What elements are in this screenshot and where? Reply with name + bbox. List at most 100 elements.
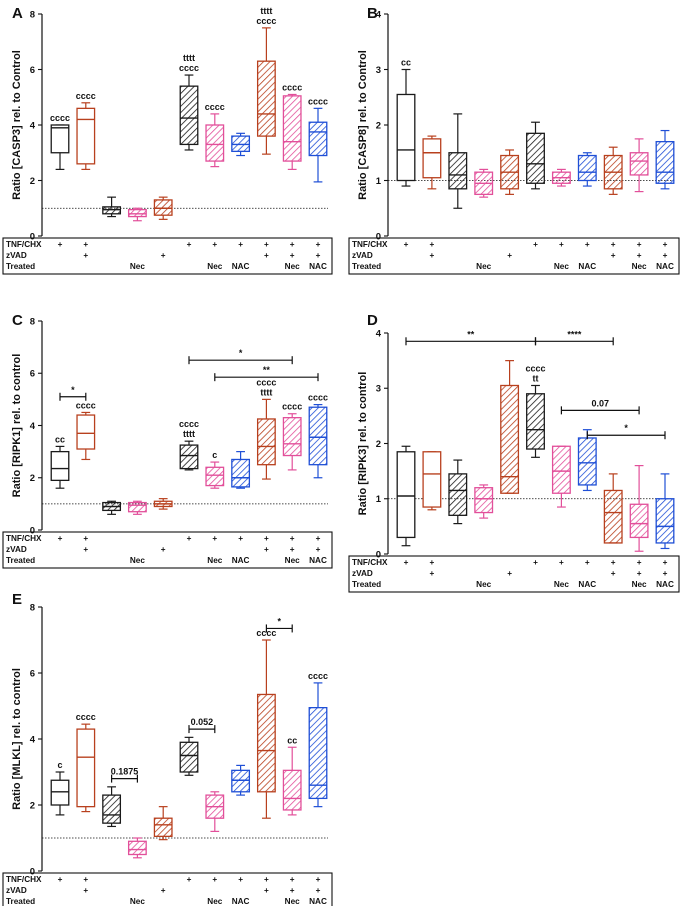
y-tick-label: 0 <box>30 866 35 877</box>
box-iqr <box>76 107 96 165</box>
y-tick-label: 6 <box>30 369 35 380</box>
treatment-row-label: zVAD <box>6 886 27 895</box>
significance-label: cccc <box>282 402 302 412</box>
box-tnf-zvad <box>256 639 276 819</box>
box-tnf <box>179 736 199 776</box>
treatment-cell: + <box>430 558 435 567</box>
significance-label: tt <box>533 373 539 383</box>
treatment-cell: + <box>290 886 295 895</box>
treatment-row-label: Treated <box>352 262 381 271</box>
treatment-cell: + <box>212 240 217 249</box>
box-untreated-ctrl <box>448 113 468 209</box>
treatment-cell: + <box>663 240 668 249</box>
box-iqr <box>448 152 468 190</box>
treatment-cell: + <box>533 558 538 567</box>
treatment-cell: + <box>637 240 642 249</box>
treatment-row-label: zVAD <box>352 251 373 260</box>
box-tnf <box>526 384 545 458</box>
box-iqr <box>577 154 597 182</box>
treatment-cell: Nec <box>207 897 222 906</box>
treatment-cell: + <box>238 534 243 543</box>
y-axis-title: Ratio [RIPK1] rel. to control <box>11 354 23 498</box>
treatment-cell: + <box>559 240 564 249</box>
box-iqr <box>577 437 597 486</box>
treatment-cell: + <box>83 240 88 249</box>
treatment-cell: + <box>316 534 321 543</box>
significance-label: cccc <box>308 393 328 403</box>
treatment-cell: + <box>83 251 88 260</box>
box-tnf-zvad-nec <box>282 93 302 170</box>
treatment-cell: + <box>507 251 512 260</box>
treatment-row-label: zVAD <box>6 545 27 554</box>
box-iqr <box>474 487 494 514</box>
box-iqr <box>526 393 545 450</box>
box-zvad-ctrl <box>153 498 173 510</box>
treatment-cell: + <box>316 886 321 895</box>
treatment-cell: + <box>663 251 668 260</box>
treatment-cell: + <box>316 545 321 554</box>
treatment-cell: Nec <box>476 262 491 271</box>
treatment-cell: + <box>507 569 512 578</box>
treatment-cell: NAC <box>309 262 327 271</box>
box-untreated <box>50 771 70 816</box>
box-zvad-ctrl <box>500 149 520 195</box>
treatment-table: TNF/CHX + + + + + + + + zVAD + + + + + Treated Nec Nec NAC… <box>2 237 333 275</box>
box-zvad <box>422 451 442 511</box>
bracket-label: ** <box>263 365 271 375</box>
treatment-cell: NAC <box>232 897 250 906</box>
box-zvad-ctrl <box>500 360 520 494</box>
bracket-label: ** <box>467 329 475 339</box>
treatment-cell: + <box>290 545 295 554</box>
significance-label: cccc <box>256 377 276 387</box>
treatment-cell: + <box>316 240 321 249</box>
y-tick-label: 0 <box>376 549 381 560</box>
significance-label: c <box>57 760 62 770</box>
treatment-cell: + <box>559 558 564 567</box>
y-axis-title: Ratio [RIPK3] rel. to control <box>357 372 369 516</box>
box-tnf <box>179 74 199 151</box>
significance-bracket: ** <box>214 365 319 382</box>
significance-bracket: * <box>188 348 293 365</box>
treatment-cell: + <box>187 534 192 543</box>
treatment-cell: + <box>637 251 642 260</box>
y-tick-label: 1 <box>376 176 382 187</box>
box-tnf-zvad-nac <box>308 682 328 808</box>
box-nec-ctrl <box>474 168 494 198</box>
treatment-cell: + <box>663 569 668 578</box>
panel-letter: A <box>12 5 23 22</box>
box-iqr <box>422 451 442 508</box>
box-iqr <box>396 93 416 182</box>
box-untreated <box>396 445 416 547</box>
treatment-cell: + <box>404 240 409 249</box>
treatment-cell: + <box>663 558 668 567</box>
treatment-cell: + <box>611 240 616 249</box>
treatment-cell: Nec <box>130 262 145 271</box>
significance-label: cccc <box>256 16 276 26</box>
y-axis-title: Ratio [MLKL] rel. to control <box>11 668 23 810</box>
treatment-cell: + <box>611 558 616 567</box>
significance-label: cccc <box>76 91 96 101</box>
treatment-cell: + <box>264 875 269 884</box>
panel-letter: D <box>367 312 378 329</box>
treatment-cell: Nec <box>476 580 491 589</box>
bracket-label: * <box>278 616 282 626</box>
treatment-cell: NAC <box>309 897 327 906</box>
y-tick-label: 0 <box>376 231 381 242</box>
treatment-table-border <box>348 237 680 275</box>
box-tnf-nec <box>551 445 571 508</box>
treatment-table: TNF/CHX + + + + + + + + zVAD + + + + + Treated Nec Nec NAC… <box>2 531 333 569</box>
box-untreated-ctrl <box>448 459 468 525</box>
box-iqr <box>282 769 302 811</box>
box-tnf-zvad-nac <box>655 129 675 190</box>
box-iqr <box>308 406 328 466</box>
box-tnf-nec <box>551 168 571 187</box>
box-iqr <box>422 138 442 179</box>
box-iqr <box>127 840 147 856</box>
bracket-label: * <box>71 385 75 395</box>
treatment-cell: + <box>264 545 269 554</box>
box-iqr <box>231 769 251 793</box>
box-zvad <box>76 723 96 813</box>
